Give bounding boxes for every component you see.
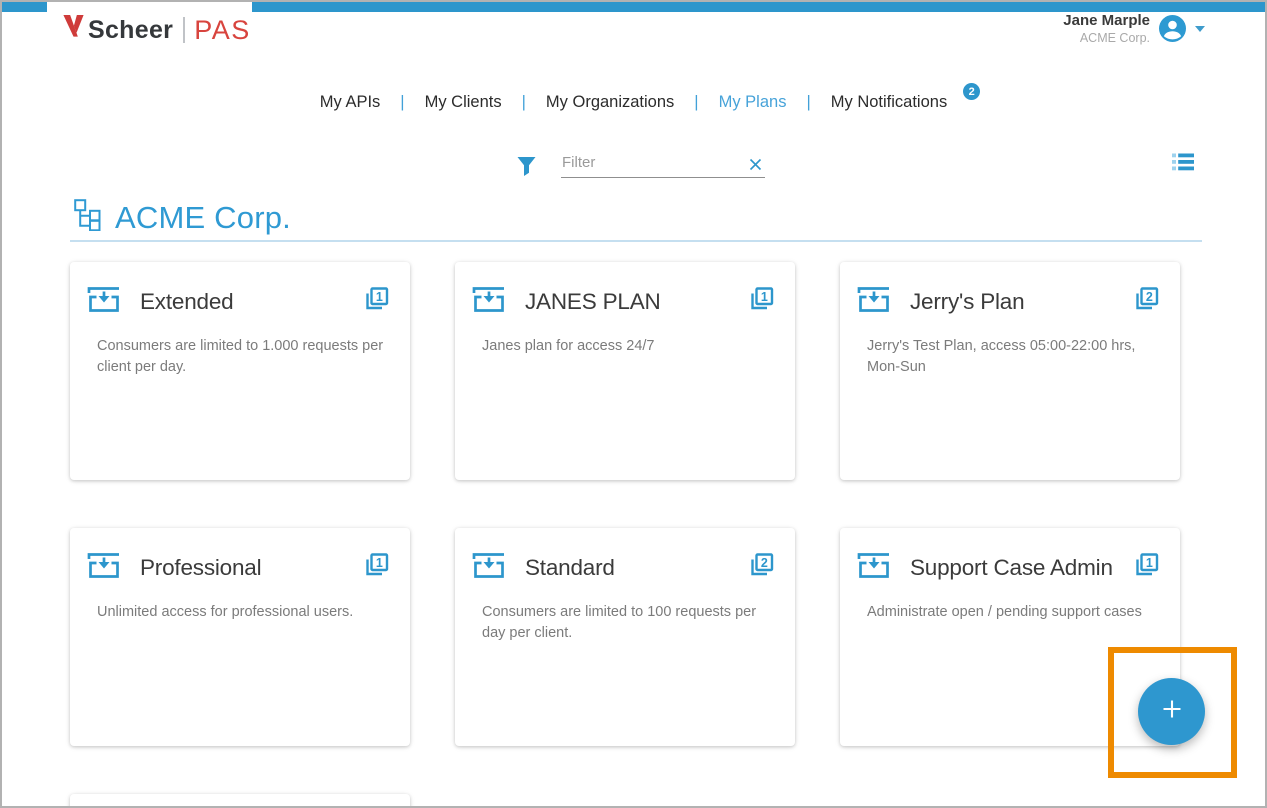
plan-icon (856, 551, 892, 585)
top-accent-bar (2, 2, 1265, 12)
funnel-icon (517, 156, 536, 182)
plan-card[interactable]: Extended 1 Consumers are limited to 1.00… (70, 262, 410, 480)
versions-count-icon: 1 (1131, 550, 1161, 585)
versions-count-icon: 2 (746, 550, 776, 585)
plan-title: Professional (140, 554, 262, 580)
versions-count: 1 (376, 290, 383, 304)
versions-count: 1 (761, 290, 768, 304)
versions-count-icon: 2 (1131, 284, 1161, 319)
close-icon[interactable] (749, 158, 762, 176)
plan-icon (86, 285, 122, 319)
plan-title: Extended (140, 288, 234, 314)
versions-count-icon: 1 (746, 284, 776, 319)
nav-my-clients[interactable]: My Clients (424, 93, 502, 111)
main-nav: My APIs | My Clients | My Organizations … (0, 83, 1267, 112)
add-plan-button[interactable] (1138, 678, 1205, 745)
plan-card[interactable]: JANES PLAN 1 Janes plan for access 24/7 (455, 262, 795, 480)
user-name: Jane Marple (1063, 12, 1150, 29)
plan-icon (471, 285, 507, 319)
nav-my-plans[interactable]: My Plans (718, 93, 787, 111)
versions-count: 1 (376, 556, 383, 570)
brand-name: Scheer (88, 15, 174, 44)
nav-my-apis[interactable]: My APIs (319, 93, 381, 111)
nav-separator: | (694, 93, 699, 111)
org-schema-icon (74, 199, 101, 236)
plans-grid: Extended 1 Consumers are limited to 1.00… (70, 262, 1180, 808)
plan-card-partial[interactable] (70, 794, 410, 808)
nav-separator: | (806, 93, 811, 111)
plan-title: Standard (525, 554, 615, 580)
notification-count-badge: 2 (963, 83, 981, 100)
page-title: ACME Corp. (115, 199, 291, 235)
nav-my-notifications[interactable]: My Notifications 2 (811, 83, 981, 112)
nav-separator: | (521, 93, 526, 111)
plan-card-header: Extended 1 (86, 284, 391, 319)
user-menu[interactable]: Jane Marple ACME Corp. (1063, 12, 1205, 45)
plan-icon (471, 551, 507, 585)
logo-notch (47, 2, 252, 12)
plan-card-header: Standard 2 (471, 550, 776, 585)
plan-card-header: Professional 1 (86, 550, 391, 585)
filter-input[interactable] (561, 152, 739, 171)
plan-title: JANES PLAN (525, 288, 661, 314)
versions-count-icon: 1 (361, 550, 391, 585)
user-info: Jane Marple ACME Corp. (1063, 12, 1150, 45)
user-org: ACME Corp. (1079, 31, 1150, 45)
plan-card[interactable]: Standard 2 Consumers are limited to 100 … (455, 528, 795, 746)
brand-logo: Scheer PAS (63, 15, 251, 45)
plan-card-header: JANES PLAN 1 (471, 284, 776, 319)
plan-description: Janes plan for access 24/7 (482, 338, 655, 354)
scheer-mark-icon (63, 15, 84, 45)
versions-count: 2 (761, 556, 768, 570)
nav-my-organizations[interactable]: My Organizations (545, 93, 675, 111)
plan-title: Jerry's Plan (910, 288, 1025, 314)
organization-header: ACME Corp. (74, 199, 291, 236)
list-view-icon[interactable] (1172, 153, 1194, 176)
plan-description: Administrate open / pending support case… (867, 604, 1142, 620)
plan-card[interactable]: Support Case Admin 1 Administrate open /… (840, 528, 1180, 746)
plus-icon (1160, 697, 1184, 726)
plan-card[interactable]: Professional 1 Unlimited access for prof… (70, 528, 410, 746)
chevron-down-icon[interactable] (1195, 25, 1205, 32)
plan-description: Jerry's Test Plan, access 05:00-22:00 hr… (867, 338, 1136, 376)
section-divider (70, 240, 1202, 242)
plan-card[interactable]: Jerry's Plan 2 Jerry's Test Plan, access… (840, 262, 1180, 480)
plan-title: Support Case Admin (910, 554, 1113, 580)
plan-icon (856, 285, 892, 319)
plan-description: Unlimited access for professional users. (97, 604, 354, 620)
versions-count: 2 (1146, 290, 1153, 304)
account-circle-icon[interactable] (1159, 15, 1186, 42)
plan-card-header: Jerry's Plan 2 (856, 284, 1161, 319)
brand-divider (183, 17, 186, 43)
plan-description: Consumers are limited to 100 requests pe… (482, 604, 757, 642)
plan-icon (86, 551, 122, 585)
versions-count: 1 (1146, 556, 1153, 570)
nav-my-notifications-label: My Notifications (830, 93, 948, 111)
brand-product: PAS (194, 14, 251, 45)
plan-card-header: Support Case Admin 1 (856, 550, 1161, 585)
plan-description: Consumers are limited to 1.000 requests … (97, 338, 384, 376)
nav-separator: | (400, 93, 405, 111)
versions-count-icon: 1 (361, 284, 391, 319)
filter-field (561, 152, 765, 178)
